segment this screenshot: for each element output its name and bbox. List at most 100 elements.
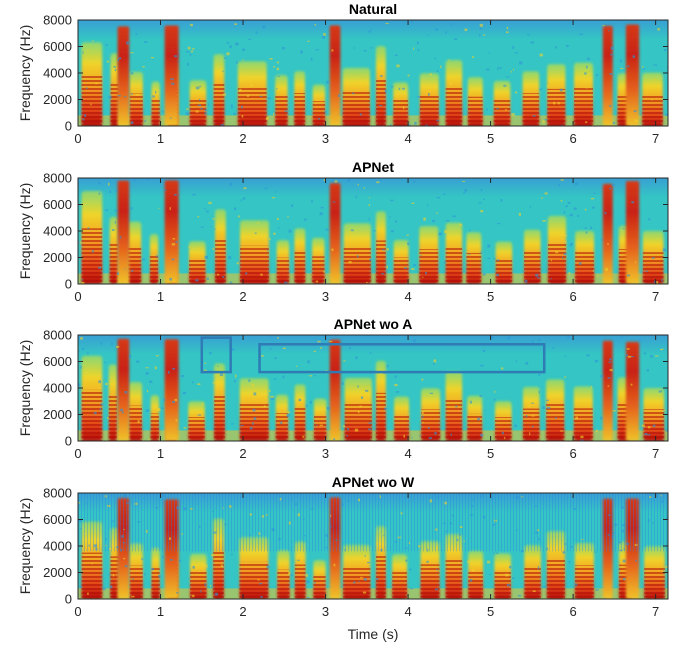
harmonic-lines xyxy=(445,247,463,284)
noise-speckle xyxy=(209,352,212,355)
noise-speckle xyxy=(561,124,563,126)
noise-speckle xyxy=(435,588,438,591)
fricative-segment xyxy=(602,25,613,126)
harmonic-lines xyxy=(275,95,288,126)
noise-speckle xyxy=(241,115,244,118)
noise-speckle xyxy=(655,355,659,357)
noise-speckle xyxy=(468,254,471,256)
noise-speckle xyxy=(98,380,102,384)
noise-speckle xyxy=(414,121,417,125)
noise-speckle xyxy=(132,578,134,580)
noise-speckle xyxy=(362,591,367,594)
noise-speckle xyxy=(635,559,637,562)
noise-speckle xyxy=(124,391,128,394)
noise-speckle xyxy=(537,566,540,570)
harmonic-lines xyxy=(294,93,306,126)
spectrogram-image xyxy=(78,493,668,599)
noise-speckle xyxy=(634,119,638,122)
noise-speckle xyxy=(121,411,124,414)
noise-speckle xyxy=(301,400,304,403)
harmonic-lines xyxy=(467,413,483,441)
noise-speckle xyxy=(382,248,385,251)
noise-speckle xyxy=(273,232,276,235)
fricative-segment xyxy=(602,340,613,441)
noise-speckle xyxy=(186,108,189,110)
x-tick-label: 0 xyxy=(74,446,81,461)
noise-speckle xyxy=(100,403,104,406)
noise-speckle xyxy=(234,207,237,211)
noise-speckle xyxy=(386,265,389,269)
harmonic-lines xyxy=(419,249,439,284)
noise-speckle xyxy=(432,220,436,223)
noise-speckle xyxy=(108,182,110,186)
noise-speckle xyxy=(395,391,400,393)
noise-speckle xyxy=(642,68,645,70)
noise-speckle xyxy=(79,586,82,588)
noise-speckle xyxy=(241,105,244,109)
noise-speckle xyxy=(666,66,668,69)
x-tick-label: 7 xyxy=(652,604,659,619)
noise-speckle xyxy=(212,248,215,250)
noise-speckle xyxy=(538,390,540,394)
harmonic-lines xyxy=(394,414,410,441)
harmonic-lines xyxy=(546,558,565,599)
noise-speckle xyxy=(210,584,212,588)
noise-speckle xyxy=(204,362,207,364)
noise-speckle xyxy=(536,277,540,279)
noise-speckle xyxy=(542,406,546,409)
noise-speckle xyxy=(438,232,442,236)
noise-speckle xyxy=(570,242,573,245)
harmonic-lines xyxy=(495,417,512,441)
noise-speckle xyxy=(331,248,334,251)
noise-speckle xyxy=(183,427,187,429)
noise-speckle xyxy=(291,204,294,208)
noise-speckle xyxy=(105,382,108,385)
noise-speckle xyxy=(231,423,234,425)
noise-speckle xyxy=(197,215,200,218)
noise-speckle xyxy=(343,425,345,428)
noise-speckle xyxy=(200,226,204,228)
x-tick-label: 1 xyxy=(157,446,164,461)
noise-speckle xyxy=(427,427,430,430)
noise-speckle xyxy=(319,424,324,427)
noise-speckle xyxy=(428,93,430,96)
noise-speckle xyxy=(595,429,598,432)
noise-speckle xyxy=(445,220,450,222)
noise-speckle xyxy=(568,561,571,564)
noise-speckle xyxy=(273,66,275,68)
noise-speckle xyxy=(420,255,422,257)
noise-speckle xyxy=(123,557,126,560)
noise-speckle xyxy=(390,199,394,202)
noise-speckle xyxy=(600,375,604,378)
noise-speckle xyxy=(226,52,230,56)
noise-speckle xyxy=(368,204,370,207)
noise-speckle xyxy=(443,193,446,195)
noise-speckle xyxy=(160,407,164,409)
noise-speckle xyxy=(222,70,224,73)
y-tick-label: 6000 xyxy=(43,354,72,369)
noise-speckle xyxy=(602,25,605,27)
noise-speckle xyxy=(467,560,470,563)
noise-speckle xyxy=(357,385,359,388)
noise-speckle xyxy=(626,274,631,277)
harmonic-lines xyxy=(642,252,664,284)
noise-speckle xyxy=(562,551,566,554)
noise-speckle xyxy=(436,119,440,122)
noise-speckle xyxy=(315,49,319,51)
noise-speckle xyxy=(364,555,366,557)
noise-speckle xyxy=(307,360,310,364)
noise-speckle xyxy=(584,208,587,211)
harmonic-lines xyxy=(393,99,409,126)
y-tick-label: 4000 xyxy=(43,66,72,81)
noise-speckle xyxy=(626,348,630,350)
noise-speckle xyxy=(366,561,371,564)
noise-speckle xyxy=(607,243,609,245)
noise-speckle xyxy=(270,397,275,400)
noise-speckle xyxy=(251,383,254,387)
harmonic-lines xyxy=(421,409,441,441)
noise-speckle xyxy=(535,273,539,277)
noise-speckle xyxy=(282,347,286,350)
noise-speckle xyxy=(305,404,308,408)
noise-speckle xyxy=(609,358,612,361)
harmonic-lines xyxy=(81,75,103,126)
